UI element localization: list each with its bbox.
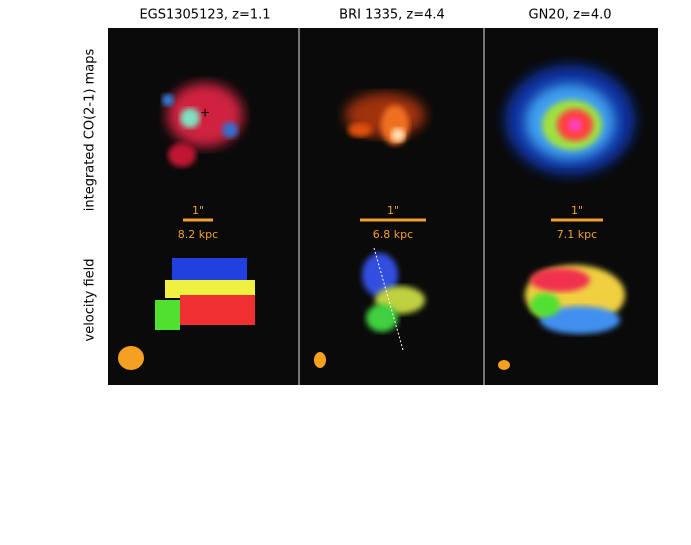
svg-text:+: + (200, 106, 210, 120)
column-title: EGS1305123, z=1.1 (139, 8, 270, 23)
scale-distance: 8.2 kpc (178, 228, 218, 241)
co-map-3 (505, 65, 635, 175)
co-map-2 (345, 93, 425, 145)
scale-angle: 1" (192, 204, 204, 217)
scale-distance: 7.1 kpc (557, 228, 597, 241)
scale-distance: 6.8 kpc (373, 228, 413, 241)
column-title: GN20, z=4.0 (529, 8, 612, 23)
scale-angle: 1" (571, 204, 583, 217)
column-title: BRI 1335, z=4.4 (339, 8, 445, 23)
co-map-1: + (162, 83, 243, 167)
velocity-map-1 (118, 258, 255, 370)
velocity-map-3 (498, 265, 625, 370)
velocity-map-2 (314, 247, 425, 368)
row-label: integrated CO(2-1) maps (83, 49, 98, 212)
scale-angle: 1" (387, 204, 399, 217)
row-label: velocity field (83, 259, 98, 342)
